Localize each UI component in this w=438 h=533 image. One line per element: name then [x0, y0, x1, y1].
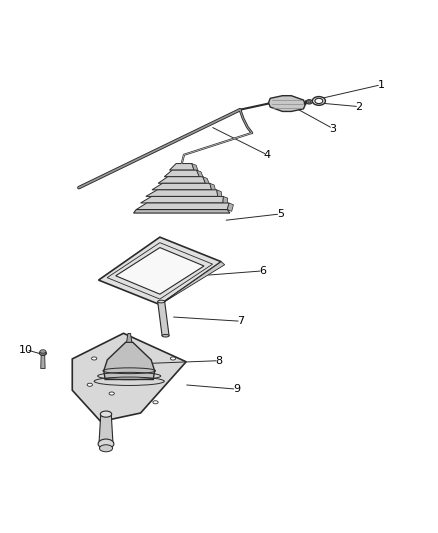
- Text: 9: 9: [233, 384, 240, 394]
- Text: 5: 5: [277, 209, 284, 219]
- Ellipse shape: [162, 334, 169, 337]
- Polygon shape: [146, 190, 218, 197]
- Polygon shape: [41, 353, 45, 368]
- Ellipse shape: [312, 96, 325, 106]
- Ellipse shape: [39, 351, 46, 356]
- Polygon shape: [227, 203, 233, 211]
- Ellipse shape: [109, 392, 114, 395]
- Text: 3: 3: [329, 124, 336, 134]
- Polygon shape: [99, 414, 113, 444]
- Polygon shape: [99, 237, 221, 304]
- Text: 8: 8: [215, 356, 223, 366]
- Ellipse shape: [92, 357, 97, 360]
- Polygon shape: [72, 333, 186, 422]
- Polygon shape: [134, 209, 230, 213]
- Text: 2: 2: [356, 102, 363, 111]
- Ellipse shape: [153, 401, 158, 404]
- Ellipse shape: [170, 357, 176, 360]
- Polygon shape: [152, 183, 212, 190]
- Text: 4: 4: [264, 150, 271, 160]
- Polygon shape: [136, 203, 229, 209]
- Ellipse shape: [306, 100, 312, 104]
- Polygon shape: [160, 262, 225, 304]
- Ellipse shape: [315, 98, 323, 103]
- Polygon shape: [116, 247, 204, 294]
- Text: 6: 6: [259, 266, 266, 276]
- Text: 1: 1: [378, 80, 385, 90]
- Polygon shape: [197, 170, 204, 179]
- Polygon shape: [158, 177, 205, 183]
- Text: 10: 10: [19, 345, 33, 355]
- Polygon shape: [141, 197, 223, 203]
- Polygon shape: [210, 183, 216, 191]
- Polygon shape: [217, 190, 222, 198]
- Polygon shape: [158, 302, 169, 336]
- Ellipse shape: [87, 383, 92, 386]
- Ellipse shape: [307, 101, 311, 103]
- Ellipse shape: [98, 439, 114, 449]
- Polygon shape: [203, 177, 210, 185]
- Polygon shape: [223, 197, 228, 205]
- Polygon shape: [164, 170, 199, 177]
- Text: 7: 7: [237, 316, 244, 326]
- Ellipse shape: [158, 300, 165, 303]
- Polygon shape: [104, 342, 155, 379]
- Ellipse shape: [100, 411, 112, 417]
- Polygon shape: [268, 96, 305, 111]
- Ellipse shape: [40, 350, 46, 353]
- Polygon shape: [170, 164, 194, 170]
- Polygon shape: [192, 164, 198, 172]
- Polygon shape: [127, 334, 132, 342]
- Ellipse shape: [99, 445, 113, 452]
